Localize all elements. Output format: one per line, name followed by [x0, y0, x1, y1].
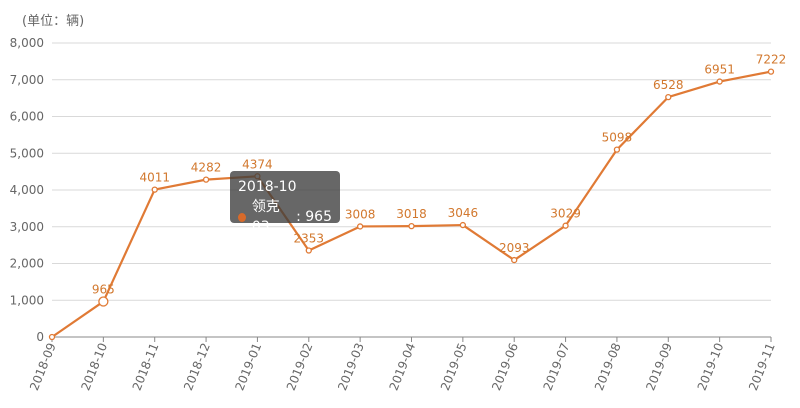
tooltip-series-dot — [238, 212, 246, 222]
data-label: 5098 — [602, 131, 633, 145]
x-axis-ticks: 2018-09 2018-10 2018-11 2018-12 2019-01 2019-… — [27, 341, 778, 393]
y-tick-label: 8,000 — [10, 36, 44, 50]
data-label: 6528 — [653, 78, 684, 92]
x-tick-label: 2019-07 — [541, 341, 573, 393]
data-point[interactable] — [716, 78, 723, 85]
x-tick-label: 2019-08 — [592, 341, 624, 393]
y-tick-label: 3,000 — [10, 220, 44, 234]
series-line-group — [51, 70, 772, 338]
data-point[interactable] — [408, 222, 415, 230]
data-point[interactable] — [665, 93, 672, 101]
series-line — [51, 70, 772, 338]
tooltip-value: 965 — [305, 209, 332, 225]
data-label: 4011 — [139, 171, 170, 185]
tooltip: 2018-10 领克03 : 965 — [230, 171, 340, 235]
data-label: 2353 — [294, 232, 325, 246]
data-label: 965 — [92, 283, 115, 297]
data-label: 3008 — [345, 207, 376, 221]
data-point[interactable] — [767, 68, 775, 75]
y-tick-label: 4,000 — [10, 183, 44, 197]
tooltip-separator: : — [291, 209, 306, 225]
x-tick-label: 2019-09 — [643, 341, 675, 393]
data-point[interactable] — [151, 186, 158, 193]
x-tick-label: 2019-02 — [284, 341, 316, 393]
x-tick-label: 2019-11 — [746, 341, 778, 393]
data-label: 3018 — [396, 207, 427, 221]
data-point[interactable] — [48, 333, 56, 341]
x-tick-label: 2018-11 — [130, 341, 162, 393]
data-label: 7222 — [756, 53, 787, 67]
unit-label: (单位：辆) — [22, 14, 85, 29]
x-tick-label: 2019-03 — [335, 341, 367, 393]
y-axis-ticks: 0 1,000 2,000 3,000 4,000 5,000 6,000 7,000 8,00… — [10, 36, 44, 344]
y-tick-label: 0 — [36, 330, 44, 344]
x-tick-label: 2018-10 — [78, 341, 110, 393]
x-tick-label: 2019-10 — [695, 341, 727, 393]
data-label: 4282 — [191, 161, 222, 175]
data-point[interactable] — [356, 223, 364, 230]
tooltip-row: 领克03 : 965 — [238, 197, 332, 237]
tooltip-series-name: 领克03 — [251, 199, 280, 235]
data-point[interactable] — [459, 221, 467, 229]
data-label: 6951 — [704, 63, 735, 77]
y-tick-label: 2,000 — [10, 257, 44, 271]
data-point[interactable] — [98, 296, 109, 307]
x-tick-label: 2019-06 — [489, 341, 521, 393]
data-point[interactable] — [613, 146, 621, 153]
data-points — [48, 68, 775, 341]
x-axis — [51, 336, 772, 342]
y-tick-label: 7,000 — [10, 73, 44, 87]
x-tick-label: 2019-04 — [387, 341, 419, 393]
y-tick-label: 6,000 — [10, 110, 44, 124]
x-tick-label: 2019-01 — [232, 341, 264, 393]
y-tick-label: 5,000 — [10, 146, 44, 160]
data-point[interactable] — [305, 247, 312, 254]
tooltip-title: 2018-10 — [238, 179, 297, 195]
data-label: 4374 — [242, 157, 273, 171]
x-tick-label: 2018-09 — [27, 341, 59, 393]
data-labels: 965 4011 4282 4374 2353 3008 3018 3046 2093 3029 5… — [92, 53, 786, 297]
y-tick-label: 1,000 — [10, 293, 44, 307]
x-tick-label: 2018-12 — [181, 341, 213, 393]
data-point[interactable] — [511, 256, 518, 264]
data-label: 3046 — [448, 206, 479, 220]
data-point[interactable] — [562, 222, 569, 229]
x-tick-label: 2019-05 — [438, 341, 470, 393]
data-label: 2093 — [499, 241, 530, 255]
data-label: 3029 — [550, 207, 581, 221]
data-point[interactable] — [202, 176, 210, 183]
